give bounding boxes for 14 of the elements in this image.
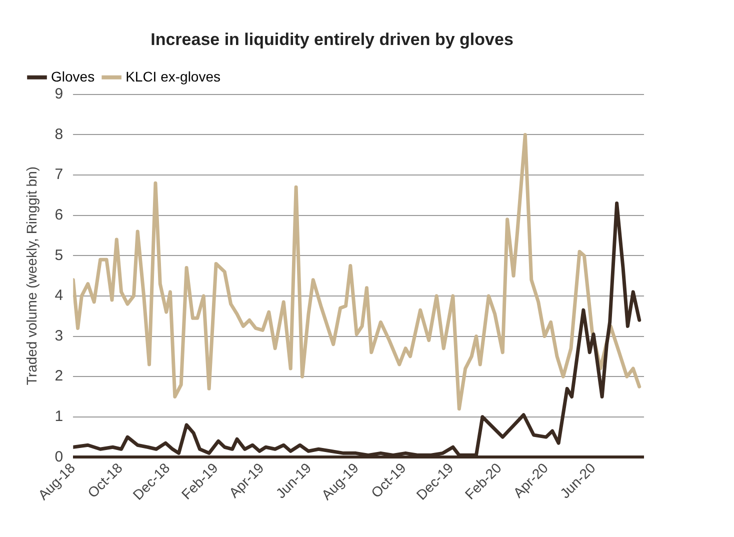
chart-title: Increase in liquidity entirely driven by gloves: [150, 30, 514, 49]
y-tick-label: 8: [54, 126, 64, 143]
y-tick-label: 4: [54, 287, 64, 304]
y-tick-label: 3: [54, 327, 64, 344]
y-tick-label: 2: [54, 368, 64, 385]
legend-label: KLCI ex-gloves: [126, 68, 221, 84]
y-tick-label: 6: [54, 206, 64, 224]
y-axis-title: Traded volume (weekly, Ringgit bn): [23, 166, 40, 386]
y-tick-label: 5: [54, 246, 64, 264]
y-tick-label: 0: [54, 448, 64, 466]
y-tick-label: 9: [54, 86, 64, 103]
y-tick-label: 7: [54, 166, 64, 184]
y-tick-label: 1: [54, 408, 64, 426]
legend-label: Gloves: [51, 68, 95, 84]
